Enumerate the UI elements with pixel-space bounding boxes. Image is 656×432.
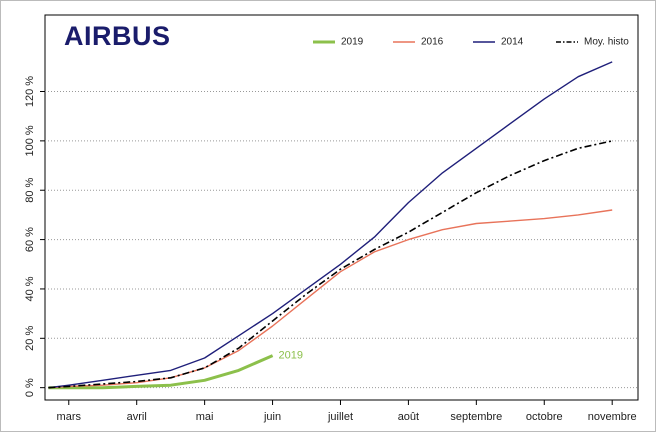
series-line xyxy=(48,209,613,389)
x-tick-label: avril xyxy=(127,411,147,423)
x-tick-label: octobre xyxy=(526,411,563,423)
logo: AIRBUS xyxy=(64,21,171,51)
x-tick-label: novembre xyxy=(588,411,637,423)
x-tick-label: mai xyxy=(196,411,214,423)
legend-label: Moy. histo xyxy=(584,37,629,48)
y-tick-label: 40 % xyxy=(24,276,36,301)
legend-label: 2014 xyxy=(501,37,524,48)
x-tick-label: mars xyxy=(57,411,82,423)
y-tick-label: 0 % xyxy=(24,378,36,397)
y-tick-label: 100 % xyxy=(24,125,36,156)
series-line xyxy=(48,354,274,390)
y-tick-label: 20 % xyxy=(24,326,36,351)
x-tick-label: juin xyxy=(263,411,281,423)
series-line xyxy=(48,61,613,389)
x-tick-label: juillet xyxy=(327,411,353,423)
y-tick-label: 60 % xyxy=(24,227,36,252)
legend-label: 2016 xyxy=(421,37,444,48)
x-tick-label: septembre xyxy=(450,411,502,423)
annotation: 2019 xyxy=(279,349,303,361)
y-tick-label: 80 % xyxy=(24,177,36,202)
y-tick-label: 120 % xyxy=(24,76,36,107)
legend-label: 2019 xyxy=(341,37,364,48)
x-tick-label: août xyxy=(398,411,419,423)
series-line xyxy=(48,140,613,389)
plot-box xyxy=(44,14,639,401)
